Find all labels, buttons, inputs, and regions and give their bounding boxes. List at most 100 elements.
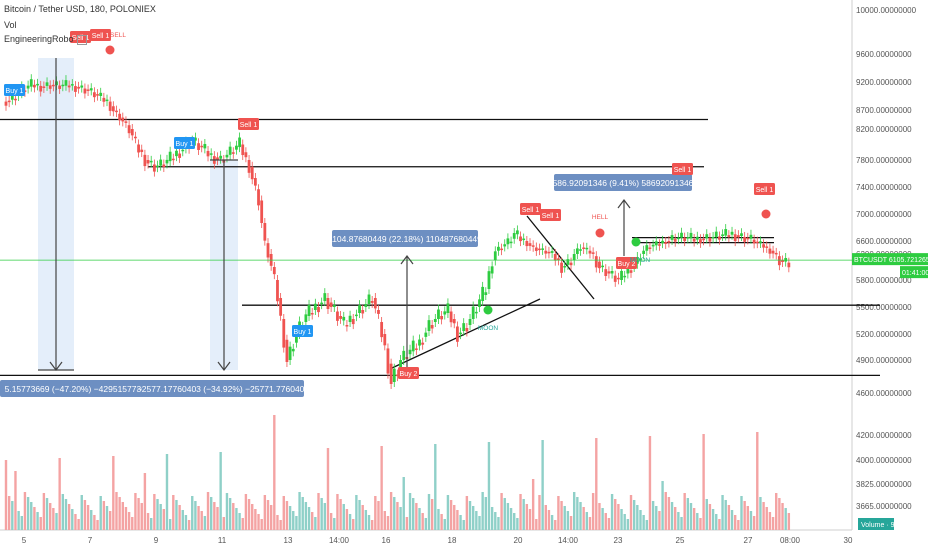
candle-body bbox=[607, 271, 611, 274]
volume-bar bbox=[727, 505, 731, 530]
candle-body bbox=[288, 346, 292, 360]
volume-bar bbox=[203, 516, 207, 530]
signal-badge[interactable] bbox=[672, 163, 693, 175]
price-tick-label: 7400.00000000 bbox=[856, 183, 912, 192]
candle-body bbox=[231, 152, 235, 154]
volume-bar bbox=[642, 515, 645, 530]
volume-bar bbox=[162, 509, 166, 530]
volume-bar bbox=[544, 505, 547, 530]
candle-body bbox=[557, 258, 560, 261]
candle-body bbox=[582, 247, 586, 249]
signal-badge[interactable] bbox=[238, 118, 259, 130]
signal-badge[interactable] bbox=[520, 203, 541, 215]
volume-bar bbox=[408, 493, 412, 530]
candle-body bbox=[598, 261, 601, 269]
volume-bar bbox=[310, 512, 314, 530]
measure-label-box[interactable] bbox=[554, 174, 692, 191]
volume-bar bbox=[187, 520, 191, 530]
indicator-legend[interactable]: EngineeringRobo bbox=[4, 34, 87, 45]
measure-label-box[interactable] bbox=[332, 230, 478, 247]
price-tick-label: 8200.00000000 bbox=[856, 125, 912, 134]
volume-bar bbox=[26, 497, 30, 530]
candle-body bbox=[651, 244, 655, 247]
volume-bar bbox=[30, 502, 33, 530]
volume-legend[interactable]: Vol bbox=[4, 20, 17, 30]
volume-bar bbox=[20, 516, 23, 530]
volume-bar bbox=[396, 502, 399, 530]
candle-body bbox=[585, 247, 589, 250]
trendline[interactable] bbox=[391, 298, 541, 369]
volume-bar bbox=[550, 515, 554, 530]
measure-label: 586.92091346 (9.41%) 58692091346 bbox=[553, 178, 694, 188]
volume-bar bbox=[402, 477, 405, 530]
candle-body bbox=[481, 286, 485, 301]
volume-bar bbox=[336, 494, 339, 530]
signal-badge[interactable] bbox=[398, 367, 419, 379]
signal-badge[interactable] bbox=[4, 84, 25, 96]
signal-badge[interactable] bbox=[616, 257, 637, 269]
volume-bar bbox=[213, 502, 216, 530]
volume-bar bbox=[655, 506, 658, 530]
volume-bar bbox=[112, 456, 115, 530]
volume-bar bbox=[437, 509, 440, 530]
signal-badge[interactable] bbox=[540, 209, 561, 221]
signal-text-mark: HELL bbox=[592, 214, 609, 221]
volume-bar bbox=[667, 497, 671, 530]
volume-bar bbox=[475, 511, 478, 530]
candle-body bbox=[541, 248, 545, 250]
volume-bar bbox=[39, 517, 42, 530]
indicator-settings-icon[interactable] bbox=[76, 34, 87, 45]
candle-body bbox=[746, 237, 750, 240]
measure-label-box[interactable] bbox=[142, 380, 304, 397]
volume-bar bbox=[538, 495, 541, 530]
volume-bar bbox=[453, 505, 456, 530]
volume-bar bbox=[74, 514, 77, 530]
candle-body bbox=[244, 152, 248, 158]
candle-body bbox=[705, 234, 709, 239]
volume-bar bbox=[329, 513, 333, 530]
volume-bar bbox=[168, 519, 172, 530]
volume-bar bbox=[247, 499, 251, 530]
candle-body bbox=[752, 239, 756, 244]
signal-label: Sell 1 bbox=[542, 213, 560, 220]
candle-body bbox=[89, 88, 93, 91]
candle-body bbox=[414, 348, 418, 350]
volume-bar bbox=[692, 508, 696, 530]
candle-body bbox=[616, 277, 620, 280]
candle-body bbox=[149, 160, 153, 163]
measure-label-box[interactable] bbox=[0, 380, 160, 397]
symbol-title[interactable]: Bitcoin / Tether USD, 180, POLONIEX bbox=[4, 4, 156, 14]
trendline[interactable] bbox=[526, 215, 595, 300]
measure-label: 1104.87680449 (22.18%) 110487680449 bbox=[328, 234, 482, 244]
time-tick-label: 9 bbox=[154, 536, 159, 545]
volume-bar bbox=[639, 510, 642, 530]
signal-badge[interactable] bbox=[292, 325, 313, 337]
candle-body bbox=[500, 248, 503, 251]
candle-body bbox=[762, 244, 765, 248]
candle-body bbox=[285, 339, 289, 362]
volume-bar bbox=[345, 509, 349, 530]
volume-bar bbox=[661, 481, 664, 530]
candle-body bbox=[774, 252, 778, 255]
volume-bar bbox=[582, 507, 585, 530]
candle-body bbox=[219, 155, 223, 159]
candle-body bbox=[648, 247, 652, 249]
candle-body bbox=[203, 143, 207, 149]
candle-body bbox=[181, 149, 185, 152]
volume-bar bbox=[494, 512, 497, 530]
volume-bar bbox=[71, 509, 74, 530]
volume-tag-label: Volume · 92 bbox=[861, 522, 898, 529]
signal-badge[interactable] bbox=[174, 137, 195, 149]
candle-body bbox=[380, 322, 384, 338]
candle-body bbox=[610, 270, 614, 274]
candle-body bbox=[661, 240, 664, 244]
candle-body bbox=[730, 231, 734, 235]
signal-badge[interactable] bbox=[90, 29, 111, 41]
volume-bar bbox=[651, 501, 655, 530]
signal-badge[interactable] bbox=[754, 183, 775, 195]
candle-body bbox=[768, 248, 772, 254]
volume-bar bbox=[765, 507, 768, 530]
volume-bar bbox=[228, 498, 232, 530]
